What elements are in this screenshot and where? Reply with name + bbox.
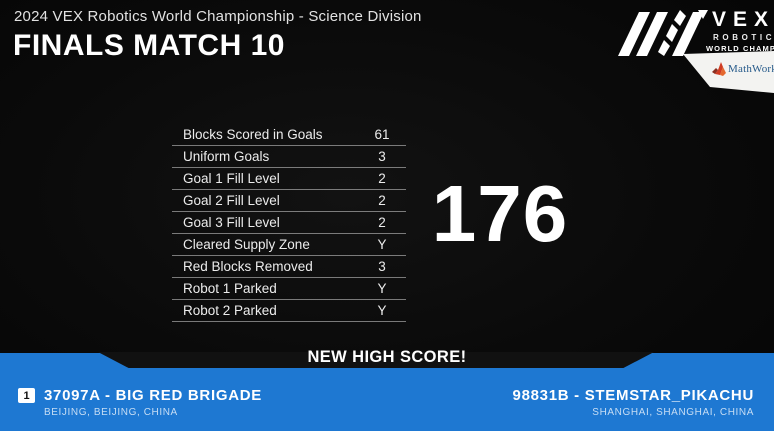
row-value: 61 (374, 127, 390, 142)
table-row: Goal 2 Fill Level 2 (172, 190, 406, 212)
match-title: FINALS MATCH 10 (13, 29, 285, 62)
row-value: 2 (378, 193, 386, 208)
table-row: Red Blocks Removed 3 (172, 256, 406, 278)
table-row: Cleared Supply Zone Y (172, 234, 406, 256)
row-value: 2 (378, 171, 386, 186)
table-row: Uniform Goals 3 (172, 146, 406, 168)
table-row: Robot 2 Parked Y (172, 300, 406, 322)
row-value: 3 (378, 259, 386, 274)
row-label: Goal 2 Fill Level (183, 193, 280, 208)
team-blue-name: 98831B - STEMSTAR_PIKACHU (512, 387, 754, 404)
row-label: Blocks Scored in Goals (183, 127, 323, 142)
row-label: Red Blocks Removed (183, 259, 313, 274)
row-value: Y (377, 281, 387, 296)
team-blue: 98831B - STEMSTAR_PIKACHU SHANGHAI, SHAN… (513, 387, 754, 418)
row-label: Goal 1 Fill Level (183, 171, 280, 186)
vex-robotics-text: ROBOTICS (713, 33, 774, 42)
team-red-location: BEIJING, BEIJING, CHINA (44, 407, 178, 418)
row-label: Robot 2 Parked (183, 303, 277, 318)
team-red-name: 37097A - BIG RED BRIGADE (44, 387, 262, 404)
row-label: Robot 1 Parked (183, 281, 277, 296)
row-value: Y (377, 303, 387, 318)
team-blue-location: SHANGHAI, SHANGHAI, CHINA (592, 407, 754, 418)
event-subtitle: 2024 VEX Robotics World Championship - S… (14, 8, 422, 25)
team-red: 1 37097A - BIG RED BRIGADE BEIJING, BEIJ… (18, 387, 262, 418)
high-score-text: NEW HIGH SCORE! (307, 348, 467, 366)
vex-tagline-text: WORLD CHAMPIONSHIP (706, 44, 774, 53)
match-score: 176 (431, 169, 569, 258)
vex-worlds-logo: VEX ROBOTICS WORLD CHAMPIONSHIP (612, 6, 774, 58)
row-value: Y (377, 237, 387, 252)
mathworks-banner: MathWorks (683, 51, 774, 93)
row-value: 2 (378, 215, 386, 230)
row-value: 3 (378, 149, 386, 164)
mathworks-logo-icon (712, 62, 726, 76)
table-row: Blocks Scored in Goals 61 (172, 124, 406, 146)
row-label: Cleared Supply Zone (183, 237, 310, 252)
high-score-tab (98, 352, 654, 368)
vex-w-icon (618, 10, 708, 56)
seed-badge: 1 (18, 388, 35, 403)
row-label: Uniform Goals (183, 149, 270, 164)
table-row: Goal 3 Fill Level 2 (172, 212, 406, 234)
mathworks-label: MathWorks (728, 63, 774, 75)
table-row: Robot 1 Parked Y (172, 278, 406, 300)
score-table: Blocks Scored in Goals 61 Uniform Goals … (172, 124, 406, 322)
row-label: Goal 3 Fill Level (183, 215, 280, 230)
table-row: Goal 1 Fill Level 2 (172, 168, 406, 190)
vex-logo-text: VEX (712, 8, 774, 31)
